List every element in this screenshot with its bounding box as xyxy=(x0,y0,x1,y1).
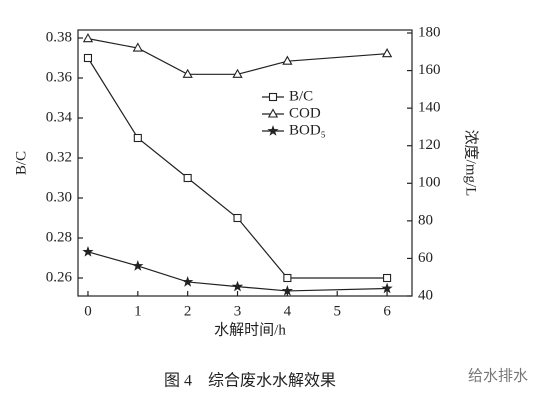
y-tick-label: 0.32 xyxy=(46,149,72,165)
series-line xyxy=(87,57,388,279)
x-axis-label: 水解时间/h xyxy=(214,321,286,338)
y-tick-label: 0.38 xyxy=(46,29,72,45)
marker xyxy=(132,42,143,52)
marker xyxy=(381,282,393,294)
x-tick-label: 0 xyxy=(84,303,92,319)
legend-label: COD xyxy=(289,105,321,121)
y-axis-label: B/C xyxy=(13,151,29,175)
marker xyxy=(132,260,144,271)
y-tick-label: 0.34 xyxy=(46,109,73,125)
y2-tick-label: 80 xyxy=(418,212,433,228)
marker xyxy=(231,280,244,292)
y-tick-label: 0.28 xyxy=(46,229,72,245)
legend-marker xyxy=(267,125,279,136)
y2-tick-label: 140 xyxy=(418,100,441,116)
marker xyxy=(183,173,192,183)
x-tick-label: 6 xyxy=(383,303,391,319)
marker xyxy=(83,53,93,63)
y2-tick-label: 100 xyxy=(418,175,441,191)
watermark: 给水排水 xyxy=(468,367,528,384)
y2-tick-label: 180 xyxy=(418,24,441,40)
legend-label: BOD₅ xyxy=(289,122,326,138)
marker xyxy=(82,245,94,257)
legend-marker xyxy=(268,92,278,102)
marker xyxy=(283,273,292,283)
marker xyxy=(232,68,243,78)
marker xyxy=(383,273,392,283)
y-tick-label: 0.26 xyxy=(46,269,73,285)
marker xyxy=(182,68,193,78)
marker xyxy=(233,213,242,223)
y2-tick-label: 120 xyxy=(418,137,441,153)
y-tick-label: 0.36 xyxy=(46,69,73,85)
x-tick-label: 1 xyxy=(134,303,142,319)
marker xyxy=(381,48,393,58)
x-tick-label: 5 xyxy=(333,303,341,319)
y2-axis-label: 浓度/mg/L xyxy=(463,130,480,197)
marker xyxy=(82,33,94,43)
y2-tick-label: 60 xyxy=(418,250,433,266)
caption: 图 4 综合废水水解效果 xyxy=(164,372,336,390)
marker xyxy=(133,133,142,143)
series-line xyxy=(87,38,388,75)
series-line xyxy=(87,251,388,292)
marker xyxy=(182,275,194,287)
y2-tick-label: 160 xyxy=(418,62,441,78)
marker xyxy=(282,55,293,65)
x-tick-label: 2 xyxy=(184,303,192,319)
x-tick-label: 4 xyxy=(284,303,292,319)
y-tick-label: 0.30 xyxy=(46,189,72,205)
legend-label: B/C xyxy=(289,88,313,104)
x-tick-label: 3 xyxy=(234,303,242,319)
y2-tick-label: 40 xyxy=(418,287,433,303)
marker xyxy=(281,285,293,296)
plot-frame xyxy=(77,29,413,297)
legend-marker xyxy=(267,108,279,118)
